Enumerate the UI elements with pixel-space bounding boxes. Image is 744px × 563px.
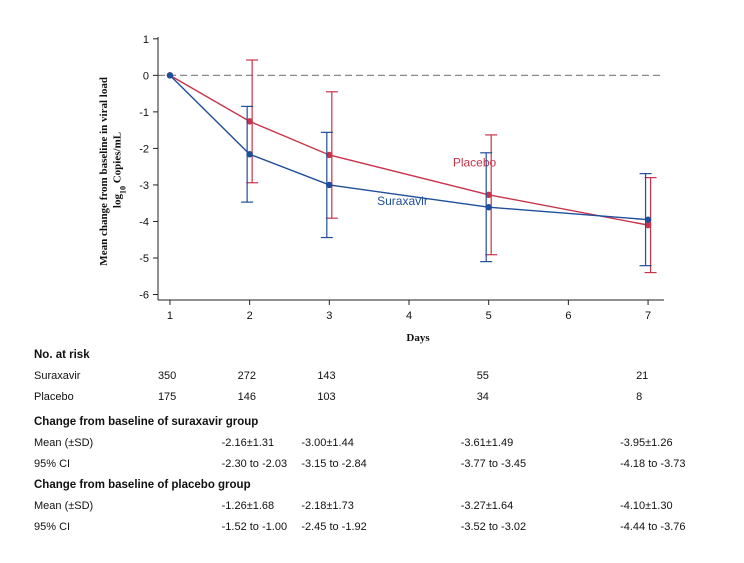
x-tick-label: 3 xyxy=(326,310,332,322)
table-cell: 143 xyxy=(317,370,336,382)
x-tick-label: 1 xyxy=(167,310,173,322)
table-cell: -3.52 to -3.02 xyxy=(460,521,527,533)
y-tick-label: -2 xyxy=(139,143,149,155)
data-point xyxy=(166,72,174,79)
at-risk-row-suraxavir: Suraxavir 350 272 143 55 21 xyxy=(34,366,734,387)
data-point xyxy=(326,181,333,189)
suraxavir-ci-row: 95% CI -2.30 to -2.03 -3.15 to -2.84 -3.… xyxy=(34,454,734,475)
data-point xyxy=(485,204,492,211)
table-cell: 8 xyxy=(636,391,643,403)
series-layer: Placebo Suraxavir xyxy=(166,59,657,274)
y-tick-label: -3 xyxy=(139,180,149,192)
at-risk-header: No. at risk xyxy=(34,345,734,366)
row-label: 95% CI xyxy=(34,458,71,470)
viral-load-chart: 1 0 -1 -2 -3 -4 -5 -6 1 2 3 4 5 6 7 Placebo Suraxavir D… xyxy=(98,34,664,344)
table-cell: -4.18 to -3.73 xyxy=(620,458,686,470)
x-tick-label: 4 xyxy=(406,310,412,322)
placebo-ci-row: 95% CI -1.52 to -1.00 -2.45 to -1.92 -3.… xyxy=(34,517,734,538)
row-label: Suraxavir xyxy=(34,370,81,382)
data-point xyxy=(246,118,253,125)
row-label: Placebo xyxy=(34,391,74,403)
series-label: Suraxavir xyxy=(377,194,428,208)
row-label: 95% CI xyxy=(34,521,71,533)
y-tick-label: 0 xyxy=(143,70,149,82)
table-cell: 21 xyxy=(636,370,649,382)
axes-layer: 1 0 -1 -2 -3 -4 -5 -6 1 2 3 4 5 6 7 xyxy=(139,34,664,322)
table-cell: 272 xyxy=(237,370,256,382)
y-axis-title: Mean change from baseline in viral load … xyxy=(98,74,127,265)
table-cell: 34 xyxy=(476,391,489,403)
table-cell: -1.26±1.68 xyxy=(221,500,275,512)
table-cell: -4.44 to -3.76 xyxy=(620,521,686,533)
x-tick-label: 7 xyxy=(645,310,651,322)
data-point xyxy=(644,216,652,223)
at-risk-title: No. at risk xyxy=(34,349,90,361)
table-cell: -3.77 to -3.45 xyxy=(460,458,527,470)
table-cell: -1.52 to -1.00 xyxy=(221,521,288,533)
table-cell: 103 xyxy=(317,391,336,403)
series-label: Placebo xyxy=(453,156,497,170)
table-cell: -2.45 to -1.92 xyxy=(301,521,367,533)
y-axis-title-line2: log10 Copies/mL xyxy=(112,132,128,208)
row-label: Mean (±SD) xyxy=(34,437,94,449)
at-risk-row-placebo: Placebo 175 146 103 34 8 xyxy=(34,387,734,408)
data-point xyxy=(326,151,333,159)
suraxavir-mean-row: Mean (±SD) -2.16±1.31 -3.00±1.44 -3.61±1… xyxy=(34,433,734,454)
table-cell: 175 xyxy=(157,391,177,403)
y-tick-label: -1 xyxy=(139,107,149,119)
y-tick-label: -4 xyxy=(139,216,149,228)
row-label: Mean (±SD) xyxy=(34,500,94,512)
table-cell: -2.18±1.73 xyxy=(301,500,354,512)
y-tick-label: 1 xyxy=(143,34,149,46)
series-placebo: Placebo xyxy=(166,59,657,274)
y-tick-label: -6 xyxy=(139,290,149,302)
table-cell: -3.00±1.44 xyxy=(301,437,354,449)
placebo-change-header: Change from baseline of placebo group xyxy=(34,475,734,496)
data-point xyxy=(485,191,492,198)
group-title: Change from baseline of suraxavir group xyxy=(34,416,259,428)
y-axis-title-line1: Mean change from baseline in viral load xyxy=(98,77,110,266)
table-cell: -3.61±1.49 xyxy=(460,437,514,449)
placebo-mean-row: Mean (±SD) -1.26±1.68 -2.18±1.73 -3.27±1… xyxy=(34,496,734,517)
suraxavir-change-header: Change from baseline of suraxavir group xyxy=(34,412,734,433)
y-tick-label: -5 xyxy=(139,253,149,265)
table-cell: -2.16±1.31 xyxy=(221,437,275,449)
group-title: Change from baseline of placebo group xyxy=(34,479,251,491)
x-tick-label: 5 xyxy=(486,310,492,322)
data-point xyxy=(246,151,253,158)
table-cell: 146 xyxy=(237,391,256,403)
table-cell: -4.10±1.30 xyxy=(620,500,673,512)
x-tick-label: 6 xyxy=(565,310,571,322)
series-suraxavir: Suraxavir xyxy=(166,72,652,267)
table-cell: 350 xyxy=(157,370,177,382)
table-cell: -3.95±1.26 xyxy=(620,437,673,449)
x-tick-label: 2 xyxy=(247,310,253,322)
table-cell: -3.15 to -2.84 xyxy=(301,458,367,470)
table-cell: -3.27±1.64 xyxy=(460,500,514,512)
data-point xyxy=(644,221,652,229)
x-axis-title: Days xyxy=(406,332,430,344)
table-cell: 55 xyxy=(476,370,489,382)
summary-table: No. at risk Suraxavir 350 272 143 55 21 … xyxy=(34,345,734,538)
table-cell: -2.30 to -2.03 xyxy=(221,458,288,470)
